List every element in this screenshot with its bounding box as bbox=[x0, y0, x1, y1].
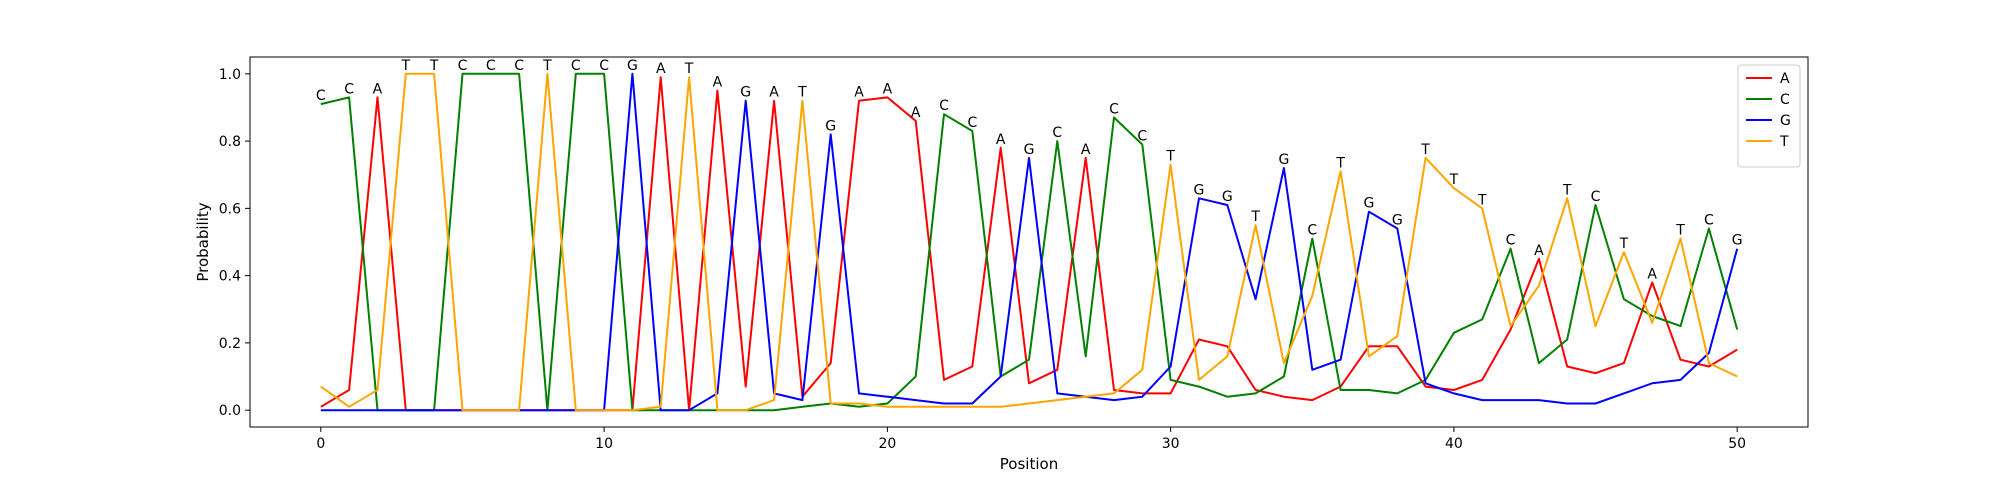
base-label: T bbox=[1477, 192, 1487, 208]
x-tick-label: 30 bbox=[1162, 436, 1180, 452]
base-label: T bbox=[542, 58, 552, 74]
base-label: C bbox=[1052, 125, 1062, 141]
base-label: A bbox=[373, 81, 383, 97]
base-label: A bbox=[883, 81, 893, 97]
base-label: G bbox=[627, 58, 638, 74]
legend-label-C: C bbox=[1780, 92, 1790, 108]
base-label: T bbox=[401, 58, 411, 74]
base-label: C bbox=[571, 58, 581, 74]
y-tick-label: 1.0 bbox=[219, 67, 241, 83]
base-label: G bbox=[1732, 233, 1743, 249]
base-label: T bbox=[1420, 142, 1430, 158]
y-tick-label: 0.0 bbox=[219, 403, 241, 419]
base-label: T bbox=[1449, 172, 1459, 188]
base-label: C bbox=[1704, 213, 1714, 229]
base-label: T bbox=[684, 61, 694, 77]
y-tick-label: 0.2 bbox=[219, 336, 241, 352]
base-label: A bbox=[713, 75, 723, 91]
base-label: T bbox=[1562, 182, 1572, 198]
series-layer bbox=[320, 72, 1739, 412]
base-label: A bbox=[656, 61, 666, 77]
base-label: C bbox=[486, 58, 496, 74]
base-label: G bbox=[1194, 182, 1205, 198]
x-tick-label: 0 bbox=[316, 436, 325, 452]
y-tick-label: 0.4 bbox=[219, 269, 241, 285]
base-label: G bbox=[740, 85, 751, 101]
base-label: T bbox=[1675, 223, 1685, 239]
y-axis: 0.0 0.2 0.4 0.6 0.8 1.0 bbox=[219, 67, 250, 419]
legend-label-T: T bbox=[1779, 134, 1789, 150]
y-axis-title: Probability bbox=[194, 202, 212, 281]
base-label: A bbox=[854, 85, 864, 101]
x-axis-title: Position bbox=[1000, 455, 1058, 473]
y-tick-label: 0.6 bbox=[219, 201, 241, 217]
base-label: A bbox=[911, 105, 921, 121]
base-label: C bbox=[599, 58, 609, 74]
base-label: C bbox=[1506, 233, 1516, 249]
base-label: A bbox=[769, 85, 779, 101]
legend-label-A: A bbox=[1780, 71, 1790, 87]
series-line-T bbox=[320, 72, 1738, 412]
x-tick-label: 20 bbox=[878, 436, 896, 452]
base-label: C bbox=[1591, 189, 1601, 205]
base-label: A bbox=[1534, 243, 1544, 259]
base-label: T bbox=[1619, 236, 1629, 252]
base-label: C bbox=[316, 88, 326, 104]
x-axis: 0 10 20 30 40 50 bbox=[316, 427, 1746, 452]
base-label: C bbox=[344, 81, 354, 97]
legend-label-G: G bbox=[1780, 113, 1791, 129]
base-label: T bbox=[1335, 155, 1345, 171]
base-label: T bbox=[797, 85, 807, 101]
base-label: C bbox=[967, 115, 977, 131]
base-label: G bbox=[1392, 213, 1403, 229]
base-label: G bbox=[1222, 189, 1233, 205]
annotation-layer: C C A T T C C C T C C G A T A G A T G A A A C C A G C A C C T G G T G C T G G T… bbox=[316, 58, 1743, 283]
base-label: C bbox=[1137, 128, 1147, 144]
base-label: C bbox=[458, 58, 468, 74]
y-tick-label: 0.8 bbox=[219, 134, 241, 150]
axes-frame bbox=[249, 56, 1809, 428]
base-label: A bbox=[1647, 266, 1657, 282]
base-label: A bbox=[1081, 142, 1091, 158]
base-label: A bbox=[996, 132, 1006, 148]
base-label: T bbox=[1165, 149, 1175, 165]
base-label: G bbox=[1363, 196, 1374, 212]
x-tick-label: 10 bbox=[595, 436, 613, 452]
x-tick-label: 40 bbox=[1445, 436, 1463, 452]
base-label: G bbox=[1024, 142, 1035, 158]
base-label: G bbox=[1279, 152, 1290, 168]
base-label: C bbox=[1109, 102, 1119, 118]
x-tick-label: 50 bbox=[1728, 436, 1746, 452]
base-label: T bbox=[429, 58, 439, 74]
base-label: C bbox=[514, 58, 524, 74]
base-label: T bbox=[1250, 209, 1260, 225]
series-line-C bbox=[320, 72, 1739, 412]
base-label: G bbox=[825, 118, 836, 134]
base-label: C bbox=[1307, 223, 1317, 239]
base-label: C bbox=[939, 98, 949, 114]
series-line-G bbox=[320, 72, 1739, 412]
